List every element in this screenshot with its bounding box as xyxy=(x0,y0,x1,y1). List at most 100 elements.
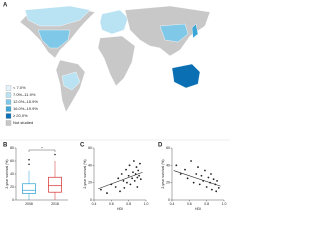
y-tick-label: 60 xyxy=(88,146,92,150)
x-tick-label: 1.0 xyxy=(222,202,227,206)
point xyxy=(137,169,140,172)
point xyxy=(197,166,199,168)
usa xyxy=(37,29,71,49)
point xyxy=(139,162,141,165)
x-tick-label: 0.6 xyxy=(109,202,114,206)
annotation: * xyxy=(41,146,43,151)
world-map xyxy=(19,5,211,113)
significance-bracket xyxy=(28,149,56,152)
point xyxy=(139,178,142,181)
japan xyxy=(191,23,199,39)
legend-label: < 7.0% xyxy=(13,85,26,90)
point xyxy=(120,173,123,175)
point xyxy=(200,174,203,177)
panel-label: D xyxy=(158,143,163,149)
legend-label: 12.0%–15.9% xyxy=(13,99,38,104)
y-tick-label: 60 xyxy=(10,159,14,163)
point xyxy=(122,180,125,182)
y-tick-label: 20 xyxy=(88,181,92,185)
europe xyxy=(99,9,129,35)
legend-label: 7.0%–11.9% xyxy=(13,92,36,97)
africa xyxy=(97,35,136,87)
x-tick-label: 0.4 xyxy=(170,202,175,206)
figure: A < 7.0% 7.0%–11.9% 12.0%–15.9% 16.0%–19.9% ≥… xyxy=(0,3,230,211)
y-tick-label: 0 xyxy=(168,198,170,202)
point xyxy=(138,174,140,177)
canada xyxy=(24,5,91,27)
y-tick-label: 20 xyxy=(166,181,170,185)
y-axis-label: 2-year survival (%) xyxy=(5,159,9,188)
point xyxy=(207,176,210,179)
point xyxy=(100,188,102,191)
x-axis-label: HDI xyxy=(195,207,201,211)
legend-label: Not studied xyxy=(13,120,33,125)
panel-label: B xyxy=(3,143,8,149)
outlier xyxy=(28,163,30,166)
outlier xyxy=(28,158,30,161)
legend-swatch xyxy=(5,85,12,91)
legend-swatch xyxy=(5,92,12,98)
legend-swatch xyxy=(5,113,12,119)
point xyxy=(125,168,127,171)
x-axis-label: HDI xyxy=(117,207,123,211)
legend-swatch xyxy=(5,99,12,105)
point xyxy=(136,176,139,179)
legend-swatch xyxy=(5,120,12,126)
x-tick-label: 0.8 xyxy=(126,202,131,206)
y-tick-label: 20 xyxy=(10,185,14,189)
point xyxy=(192,181,195,184)
point xyxy=(184,168,186,171)
point xyxy=(195,173,198,175)
point xyxy=(126,181,128,184)
point xyxy=(123,186,126,189)
box xyxy=(48,176,62,193)
australia xyxy=(171,63,201,89)
panel-label: A xyxy=(3,3,8,9)
trend-line xyxy=(173,170,221,187)
point xyxy=(132,160,135,162)
box xyxy=(22,183,36,194)
point xyxy=(136,186,139,188)
x-tick-label: 0.8 xyxy=(204,202,209,206)
point xyxy=(190,160,192,162)
point xyxy=(216,180,218,182)
x-tick-label: 2008 xyxy=(25,202,33,206)
y-tick-label: 80 xyxy=(10,146,14,150)
x-tick-label: 2018 xyxy=(51,202,59,206)
point xyxy=(128,164,131,167)
point xyxy=(129,183,132,186)
point xyxy=(114,186,117,188)
point xyxy=(127,174,130,177)
y-tick-label: 0 xyxy=(12,198,14,202)
point xyxy=(179,173,182,175)
y-tick-label: 60 xyxy=(166,146,170,150)
brazil xyxy=(61,71,81,91)
y-tick-label: 40 xyxy=(166,163,170,167)
point xyxy=(133,180,136,182)
point xyxy=(131,177,134,180)
point xyxy=(132,171,134,174)
point xyxy=(135,166,138,168)
point xyxy=(119,190,121,193)
x-tick-label: 1.0 xyxy=(144,202,149,206)
y-axis-label: 2-year survival (%) xyxy=(161,159,165,188)
point xyxy=(210,188,213,191)
point xyxy=(205,186,208,188)
legend-swatch xyxy=(5,106,12,112)
x-tick-label: 0.4 xyxy=(92,202,97,206)
point xyxy=(215,190,218,193)
x-tick-label: 0.6 xyxy=(187,202,192,206)
y-axis-label: 2-year survival (%) xyxy=(83,159,87,188)
china xyxy=(159,23,189,43)
legend-label: ≥ 20.0% xyxy=(13,113,28,118)
y-tick-label: 40 xyxy=(88,163,92,167)
point xyxy=(217,186,220,189)
point xyxy=(106,192,108,194)
trend-line xyxy=(98,171,143,190)
point xyxy=(198,183,201,186)
legend-label: 16.0%–19.9% xyxy=(13,106,38,111)
point xyxy=(186,177,189,180)
outlier xyxy=(54,153,56,156)
panel-label: C xyxy=(80,143,85,149)
y-tick-label: 40 xyxy=(10,172,14,176)
